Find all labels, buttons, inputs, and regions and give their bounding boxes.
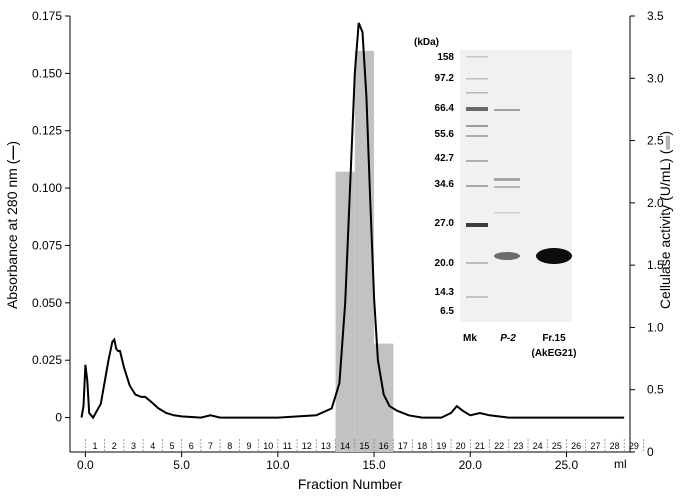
fraction-label: 27	[590, 441, 600, 451]
sds-page-inset: (kDa) 158 97.2 66.4 55.6 42.7 34.6 27.0 20.0 14.…	[414, 37, 577, 359]
lane-label-p2: P-2	[500, 333, 516, 344]
right-tick-label: 1.5	[647, 258, 664, 272]
fraction-label: 18	[417, 441, 427, 451]
fraction-label: 20	[456, 441, 466, 451]
fraction-label: 6	[189, 441, 194, 451]
x-tick-label: 5.0	[173, 458, 190, 472]
lane-label-fr15-sub: (AkEG21)	[531, 348, 576, 359]
right-axis-label-close: )	[657, 131, 673, 136]
x-axis-label: Fraction Number	[298, 476, 403, 492]
svg-text:Absorbance at 280 nm (—): Absorbance at 280 nm (—)	[4, 141, 20, 309]
right-axis-label-text: Cellulase activity (U/mL) (	[657, 149, 673, 309]
marker-label: 97.2	[435, 73, 455, 84]
fraction-label: 26	[571, 441, 581, 451]
fraction-label: 10	[263, 441, 273, 451]
right-tick-label: 0.5	[647, 383, 664, 397]
left-axis-label-close: )	[4, 141, 20, 146]
x-tick-label: 20.0	[459, 458, 483, 472]
fraction-label: 1	[93, 441, 98, 451]
fraction-label: 9	[246, 441, 251, 451]
marker-label: 6.5	[440, 306, 454, 317]
fraction-label: 14	[340, 441, 350, 451]
right-tick-label: 2.5	[647, 134, 664, 148]
left-axis-line-key: —	[4, 146, 20, 160]
fraction-label: 24	[533, 441, 543, 451]
fraction-label: 22	[494, 441, 504, 451]
fraction-strip: 1 2 3 4 5 6 7 8 9 10 11 12 13 14 15 16 17 18 19 20 21 22 23 24 2…	[85, 439, 644, 451]
lane-label-fr15: Fr.15	[542, 333, 566, 344]
left-tick-label: 0.125	[32, 124, 62, 138]
fraction-label: 16	[379, 441, 389, 451]
inset-unit-label: (kDa)	[414, 37, 439, 48]
right-tick-label: 3.0	[647, 71, 664, 85]
marker-labels: 158 97.2 66.4 55.6 42.7 34.6 27.0 20.0 14.3 6.5	[435, 52, 455, 317]
fraction-label: 11	[283, 441, 292, 451]
left-tick-label: 0.175	[32, 9, 62, 23]
fraction-label: 21	[475, 441, 485, 451]
fraction-label: 25	[552, 441, 562, 451]
activity-bars	[335, 50, 394, 452]
left-tick-label: 0.100	[32, 181, 62, 195]
left-tick-label: 0.050	[32, 296, 62, 310]
fraction-label: 12	[302, 441, 312, 451]
left-tick-label: 0.075	[32, 238, 62, 252]
left-axis-ticks: 0 0.025 0.050 0.075 0.100 0.125 0.150 0.175	[32, 9, 70, 425]
fraction-label: 23	[513, 441, 523, 451]
marker-label: 20.0	[435, 258, 455, 269]
x-axis-ticks: 0.0 5.0 10.0 15.0 20.0 25.0	[77, 452, 578, 472]
left-tick-label: 0	[55, 411, 62, 425]
gel-lane-p2	[494, 109, 520, 260]
marker-label: 55.6	[435, 129, 455, 140]
fraction-label: 19	[436, 441, 446, 451]
left-tick-label: 0.150	[32, 66, 62, 80]
left-tick-label: 0.025	[32, 353, 62, 367]
gel-lane-fr15	[536, 248, 572, 264]
x-tick-label: 15.0	[362, 458, 386, 472]
x-tick-label: 10.0	[266, 458, 290, 472]
lane-label-mk: Mk	[463, 333, 477, 344]
fraction-label: 29	[629, 441, 639, 451]
fraction-label: 2	[112, 441, 117, 451]
marker-label: 34.6	[435, 179, 455, 190]
gel-lane-mk	[466, 56, 488, 298]
right-tick-label: 0	[647, 445, 654, 459]
marker-label: 14.3	[435, 287, 455, 298]
x-axis-unit: ml	[614, 457, 627, 471]
marker-label: 66.4	[435, 103, 455, 114]
absorbance-line	[80, 22, 625, 420]
right-tick-label: 1.0	[647, 320, 664, 334]
right-axis-label: Cellulase activity (U/mL) (▬)	[657, 131, 673, 309]
marker-label: 42.7	[435, 153, 455, 164]
marker-label: 158	[437, 52, 454, 63]
fraction-label: 3	[131, 441, 136, 451]
activity-bar	[354, 50, 375, 452]
fraction-label: 4	[150, 441, 155, 451]
marker-label: 27.0	[435, 218, 455, 229]
right-axis-ticks: 0 0.5 1.0 1.5 2.0 2.5 3.0 3.5	[630, 9, 664, 459]
fraction-label: 17	[398, 441, 408, 451]
x-tick-label: 25.0	[555, 458, 579, 472]
left-axis-label-text: Absorbance at 280 nm (	[4, 159, 20, 309]
svg-text:Cellulase activity (U/mL) (▬): Cellulase activity (U/mL) (▬)	[657, 131, 673, 309]
fraction-label: 7	[208, 441, 213, 451]
right-axis-bar-key: ▬	[657, 136, 673, 150]
x-tick-label: 0.0	[77, 458, 94, 472]
fraction-label: 5	[169, 441, 174, 451]
fraction-label: 28	[610, 441, 620, 451]
fraction-label: 13	[321, 441, 331, 451]
right-tick-label: 2.0	[647, 196, 664, 210]
fraction-label: 8	[227, 441, 232, 451]
fraction-label: 15	[359, 441, 369, 451]
right-tick-label: 3.5	[647, 9, 664, 23]
left-axis-label: Absorbance at 280 nm (—)	[4, 141, 20, 309]
